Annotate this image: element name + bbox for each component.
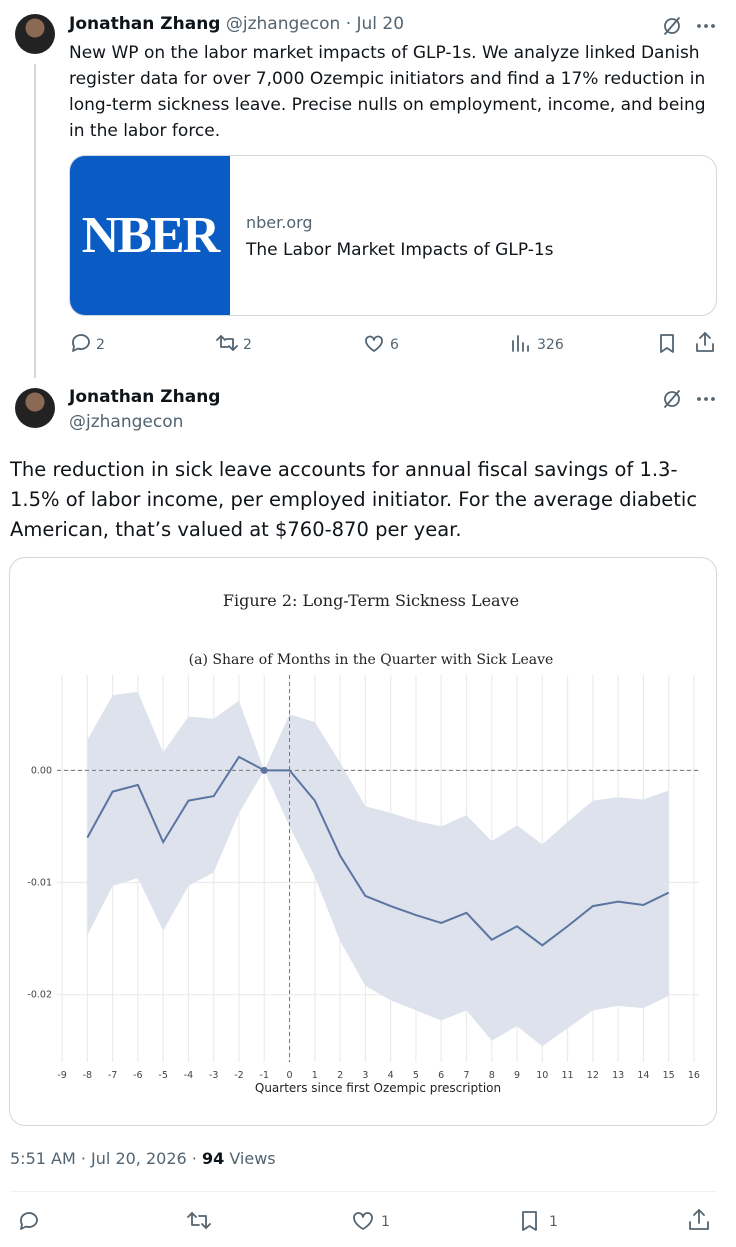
author-handle[interactable]: @jzhangecon: [69, 412, 184, 432]
x-tick-label: 0: [287, 1070, 293, 1081]
avatar[interactable]: [15, 388, 55, 428]
x-tick-label: 3: [362, 1070, 368, 1081]
author-name[interactable]: Jonathan Zhang: [69, 14, 221, 34]
grok-icon[interactable]: [660, 14, 684, 38]
x-tick-label: 12: [587, 1070, 599, 1081]
author-handle[interactable]: @jzhangecon: [225, 14, 341, 34]
card-domain: nber.org: [246, 213, 313, 232]
x-tick-label: 4: [388, 1070, 394, 1081]
card-logo: NBER: [70, 156, 230, 315]
x-tick-label: 16: [688, 1070, 700, 1081]
bookmark-icon[interactable]: [518, 1209, 542, 1233]
confidence-band: [87, 691, 669, 1047]
thread-line: [34, 64, 36, 378]
tweet-date[interactable]: Jul 20, 2026: [91, 1149, 187, 1168]
x-tick-label: -5: [158, 1070, 167, 1081]
separator: ·: [191, 1149, 197, 1168]
x-tick-label: 9: [514, 1070, 520, 1081]
chart-subtitle: (a) Share of Months in the Quarter with …: [189, 652, 554, 668]
reply-count: 2: [96, 337, 105, 353]
chart-title: Figure 2: Long-Term Sickness Leave: [223, 591, 519, 610]
y-tick-label: 0.00: [31, 765, 52, 776]
x-tick-label: -7: [108, 1070, 117, 1081]
x-tick-label: 7: [463, 1070, 469, 1081]
y-tick-label: -0.02: [27, 990, 52, 1001]
x-tick-label: 5: [413, 1070, 419, 1081]
like-count: 1: [381, 1214, 390, 1230]
like-icon[interactable]: [350, 1209, 376, 1233]
more-icon[interactable]: [694, 14, 718, 38]
x-tick-label: -2: [234, 1070, 243, 1081]
avatar[interactable]: [15, 14, 55, 54]
share-icon[interactable]: [687, 1208, 711, 1232]
x-tick-label: -9: [57, 1070, 66, 1081]
separator: ·: [345, 14, 352, 34]
y-tick-label: -0.01: [27, 878, 52, 889]
x-tick-label: 10: [536, 1070, 548, 1081]
bookmark-count: 1: [549, 1214, 558, 1230]
x-tick-label: -6: [133, 1070, 142, 1081]
x-axis-label: Quarters since first Ozempic prescriptio…: [255, 1081, 501, 1095]
more-icon[interactable]: [694, 387, 718, 411]
views-count: 326: [537, 337, 564, 353]
link-card[interactable]: NBER nber.org The Labor Market Impacts o…: [69, 155, 717, 316]
grok-icon[interactable]: [660, 387, 684, 411]
chart-card[interactable]: Figure 2: Long-Term Sickness Leave (a) S…: [9, 557, 717, 1126]
x-tick-label: 13: [612, 1070, 624, 1081]
x-tick-label: 8: [489, 1070, 495, 1081]
x-tick-label: -3: [209, 1070, 218, 1081]
repost-icon[interactable]: [215, 332, 239, 354]
line: [86, 755, 670, 947]
like-count: 6: [390, 337, 399, 353]
repost-count: 2: [243, 337, 252, 353]
x-tick-label: -1: [260, 1070, 269, 1081]
reply-icon[interactable]: [17, 1209, 41, 1233]
reply-icon[interactable]: [69, 332, 91, 354]
x-tick-label: 14: [637, 1070, 649, 1081]
divider: [10, 1191, 716, 1192]
x-tick-label: 6: [438, 1070, 444, 1081]
share-icon[interactable]: [694, 331, 716, 353]
reference-point: [260, 766, 268, 774]
views-label: Views: [229, 1149, 276, 1168]
views-icon[interactable]: [510, 333, 532, 353]
tweet-text: New WP on the labor market impacts of GL…: [69, 43, 706, 141]
tweet-text: The reduction in sick leave accounts for…: [10, 458, 698, 541]
like-icon[interactable]: [362, 332, 386, 354]
x-tick-label: -8: [83, 1070, 92, 1081]
card-title: The Labor Market Impacts of GLP-1s: [246, 240, 554, 260]
x-tick-label: 2: [337, 1070, 343, 1081]
bookmark-icon[interactable]: [656, 332, 678, 354]
x-tick-label: 11: [562, 1070, 574, 1081]
repost-icon[interactable]: [186, 1209, 212, 1233]
author-name[interactable]: Jonathan Zhang: [69, 387, 221, 407]
separator: ·: [80, 1149, 86, 1168]
x-tick-label: -4: [184, 1070, 193, 1081]
x-tick-label: 1: [312, 1070, 318, 1081]
tweet-time[interactable]: 5:51 AM: [10, 1149, 76, 1168]
tweet-date[interactable]: Jul 20: [356, 14, 405, 34]
views-count: 94: [201, 1149, 225, 1168]
chart: Figure 2: Long-Term Sickness Leave (a) S…: [27, 591, 700, 1095]
x-tick-label: 15: [663, 1070, 675, 1081]
